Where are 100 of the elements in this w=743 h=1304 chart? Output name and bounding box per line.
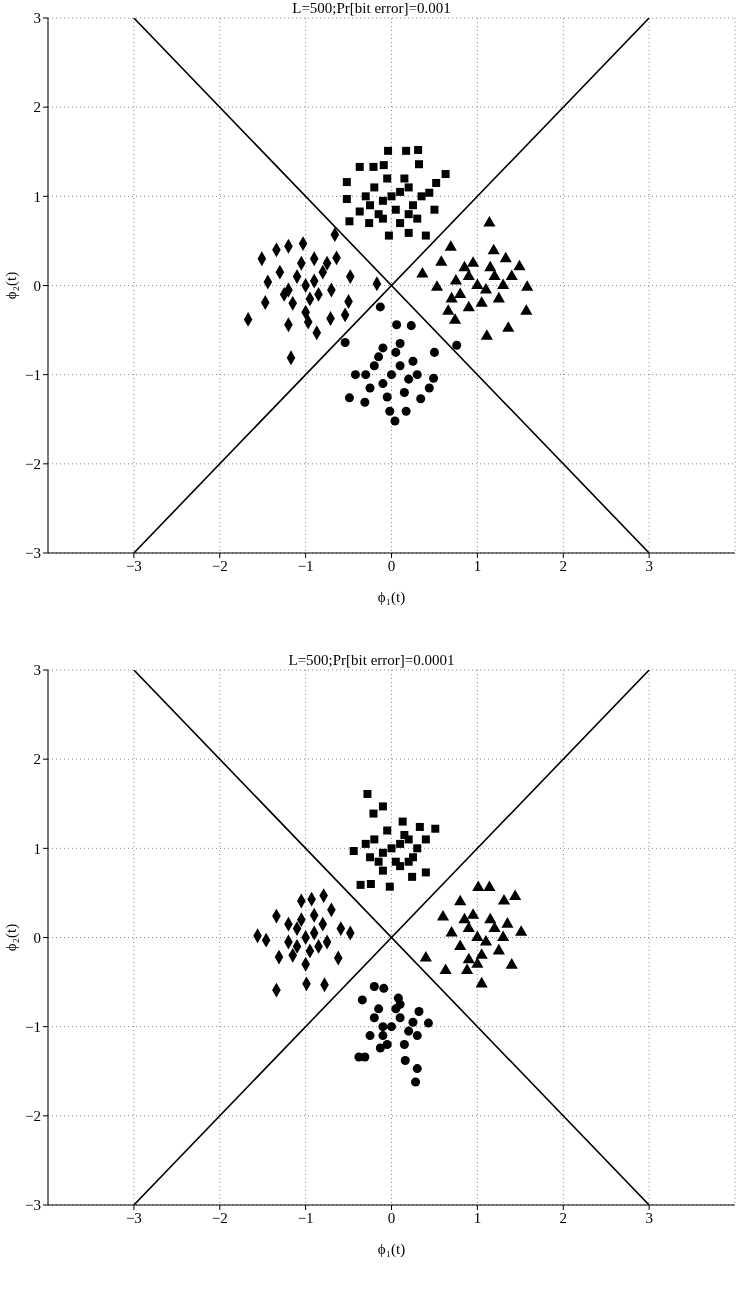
point [342,195,351,204]
point [414,1007,424,1017]
point [501,917,514,928]
point [436,909,450,921]
point [399,387,409,398]
point [378,866,387,875]
y-tick-label: 2 [33,99,41,116]
point [363,789,372,798]
point [484,260,497,272]
point [365,219,374,228]
point [400,830,409,839]
point [458,912,471,924]
point [414,160,423,169]
point [412,370,422,380]
point [355,207,364,216]
point [374,857,383,866]
point [521,280,534,291]
x-tick-label: 2 [559,1209,567,1226]
point [387,844,396,853]
y-tick-label: 1 [33,188,41,205]
point [441,170,450,179]
point [369,982,379,992]
point [404,1026,414,1036]
point [399,1039,409,1050]
point [402,146,411,155]
point [408,872,417,881]
point [499,251,512,263]
point [479,934,493,946]
point [378,196,387,205]
point [387,192,396,201]
point [430,280,444,291]
point [408,201,417,210]
point [369,361,379,371]
point [390,416,400,426]
point [442,304,455,315]
point [378,379,388,389]
point [378,1031,388,1041]
point [385,882,394,891]
point [432,178,441,187]
point [342,178,351,187]
point [412,1031,422,1041]
point [378,1022,388,1032]
point [475,948,488,959]
point [423,1018,433,1028]
point [361,370,371,380]
point [340,338,350,348]
point [356,880,365,889]
point [357,995,367,1005]
point [467,256,480,267]
y-tick-label: 0 [33,929,41,946]
point [462,300,475,312]
y-tick-label: 3 [33,662,41,679]
point [471,957,484,968]
point [414,145,423,154]
point [379,161,388,170]
y-tick-label: 0 [33,277,41,294]
point [344,393,354,403]
point [430,205,439,214]
point [395,1013,405,1023]
point [513,259,526,271]
x-tick-label: 1 [473,557,482,574]
point [448,313,462,324]
x-tick-label: 2 [559,557,567,574]
point [404,857,413,866]
x-axis-title: ϕ₁(t) [377,589,406,606]
point [435,255,448,266]
point [386,1022,397,1032]
point [392,320,402,330]
point [412,1064,422,1074]
y-tick-label: −1 [25,1018,41,1035]
point [408,356,418,366]
point [421,835,430,844]
point [365,1031,375,1041]
point [361,192,370,201]
point [515,925,528,936]
x-tick-label: 0 [387,1209,396,1226]
point [445,926,458,937]
y-tick-label: −3 [25,1197,41,1214]
point [472,880,485,892]
point [374,352,384,362]
point [391,347,401,357]
point [431,824,440,833]
point [382,1039,392,1050]
point [520,304,533,315]
point [369,162,378,171]
point [369,809,378,818]
point [483,216,496,227]
y-tick-label: 2 [33,751,41,768]
point [391,205,400,214]
y-tick-label: 3 [33,10,41,27]
point [454,939,467,950]
point [492,943,505,955]
point [360,1052,370,1062]
point [365,383,375,393]
point [408,1017,418,1027]
x-tick-label: 3 [645,1209,653,1226]
point [416,394,426,404]
point [400,1056,410,1066]
point [417,192,426,201]
point [406,321,416,331]
